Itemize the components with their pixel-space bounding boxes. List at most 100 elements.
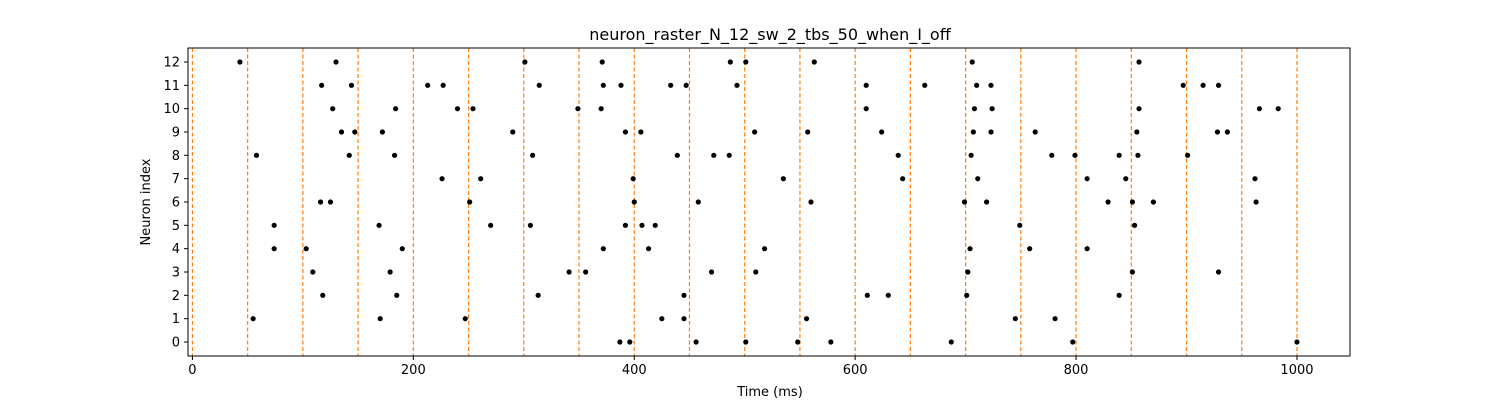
spike-point bbox=[1215, 82, 1222, 88]
spike-point bbox=[320, 292, 326, 298]
spike-point bbox=[425, 82, 431, 88]
spike-point bbox=[948, 339, 954, 345]
spike-point bbox=[863, 82, 869, 88]
spike-point bbox=[753, 269, 759, 275]
spike-points-layer bbox=[237, 59, 1300, 345]
spike-point bbox=[967, 246, 973, 252]
spike-point bbox=[885, 292, 891, 298]
spike-point bbox=[627, 339, 633, 345]
spike-point bbox=[988, 129, 994, 135]
plot-frame bbox=[187, 47, 1351, 357]
y-tick-label: 9 bbox=[172, 126, 180, 141]
spike-point bbox=[530, 152, 536, 158]
spike-point bbox=[439, 176, 445, 182]
spike-point bbox=[983, 199, 990, 205]
x-tick-label: 1000 bbox=[1280, 363, 1313, 378]
spike-point bbox=[695, 199, 701, 205]
spike-point bbox=[631, 199, 637, 205]
spike-point bbox=[971, 106, 978, 112]
spike-point bbox=[1012, 316, 1018, 322]
spike-point bbox=[964, 292, 970, 298]
y-tick-label: 0 bbox=[172, 336, 180, 351]
spike-point bbox=[376, 222, 382, 228]
spike-point bbox=[1214, 129, 1221, 135]
spike-point bbox=[1027, 246, 1033, 252]
spike-point bbox=[303, 246, 309, 252]
spike-point bbox=[961, 199, 968, 205]
spike-point bbox=[1017, 222, 1023, 228]
spike-point bbox=[895, 152, 901, 158]
spike-point bbox=[1136, 59, 1142, 65]
spike-point bbox=[681, 292, 687, 298]
spike-point bbox=[969, 59, 975, 65]
spike-point bbox=[646, 246, 652, 252]
spike-point bbox=[681, 316, 687, 322]
spike-point bbox=[622, 222, 629, 228]
spike-point bbox=[989, 106, 995, 112]
y-axis-label: Neuron index bbox=[139, 158, 154, 245]
y-tick-label: 4 bbox=[172, 242, 180, 257]
x-tick-label: 0 bbox=[188, 363, 196, 378]
spike-point bbox=[440, 82, 446, 88]
spike-point bbox=[863, 106, 869, 112]
spike-point bbox=[693, 339, 699, 345]
spike-point bbox=[333, 59, 339, 65]
spike-point bbox=[638, 129, 644, 135]
spike-point bbox=[1134, 129, 1140, 135]
spike-point bbox=[795, 339, 801, 345]
spike-point bbox=[618, 82, 624, 88]
spike-point bbox=[1132, 222, 1138, 228]
x-ticks-layer: 0 200 400 600 800 1000 bbox=[188, 356, 1314, 378]
spike-point bbox=[828, 339, 834, 345]
spike-point bbox=[470, 106, 476, 112]
spike-point bbox=[1123, 176, 1129, 182]
spike-point bbox=[338, 129, 345, 135]
spike-point bbox=[659, 316, 665, 322]
spike-point bbox=[527, 222, 534, 228]
spike-point bbox=[522, 59, 528, 65]
spike-point bbox=[622, 129, 629, 135]
x-axis-label: Time (ms) bbox=[736, 385, 803, 400]
spike-point bbox=[1105, 199, 1111, 205]
spike-point bbox=[399, 246, 405, 252]
spike-point bbox=[734, 82, 740, 88]
spike-point bbox=[968, 152, 974, 158]
spike-point bbox=[566, 269, 572, 275]
spike-point bbox=[965, 269, 971, 275]
spike-point bbox=[879, 129, 885, 135]
spike-point bbox=[805, 129, 811, 135]
spike-point bbox=[600, 246, 606, 252]
spike-point bbox=[510, 129, 516, 135]
spike-point bbox=[1049, 152, 1055, 158]
spike-point bbox=[575, 106, 581, 112]
spike-point bbox=[387, 269, 393, 275]
spike-point bbox=[379, 129, 386, 135]
spike-point bbox=[780, 176, 786, 182]
spike-point bbox=[975, 176, 981, 182]
spike-point bbox=[1032, 129, 1038, 135]
spike-point bbox=[1136, 106, 1142, 112]
spike-point bbox=[1116, 152, 1122, 158]
y-tick-label: 1 bbox=[172, 312, 180, 327]
spike-point bbox=[727, 59, 733, 65]
spike-point bbox=[970, 129, 976, 135]
spike-point bbox=[1070, 339, 1076, 345]
spike-point bbox=[1072, 152, 1078, 158]
spike-point bbox=[1129, 269, 1136, 275]
x-tick-label: 600 bbox=[843, 363, 868, 378]
spike-point bbox=[1084, 176, 1090, 182]
spike-point bbox=[761, 246, 768, 252]
spike-point bbox=[598, 106, 604, 112]
spike-point bbox=[974, 82, 980, 88]
spike-point bbox=[1084, 246, 1090, 252]
spike-point bbox=[630, 176, 636, 182]
spike-point bbox=[583, 269, 589, 275]
spike-point bbox=[352, 129, 358, 135]
spike-point bbox=[1052, 316, 1058, 322]
spike-point bbox=[253, 152, 260, 158]
spike-point bbox=[330, 106, 336, 112]
vlines-layer bbox=[191, 48, 1298, 356]
spike-point bbox=[488, 222, 494, 228]
